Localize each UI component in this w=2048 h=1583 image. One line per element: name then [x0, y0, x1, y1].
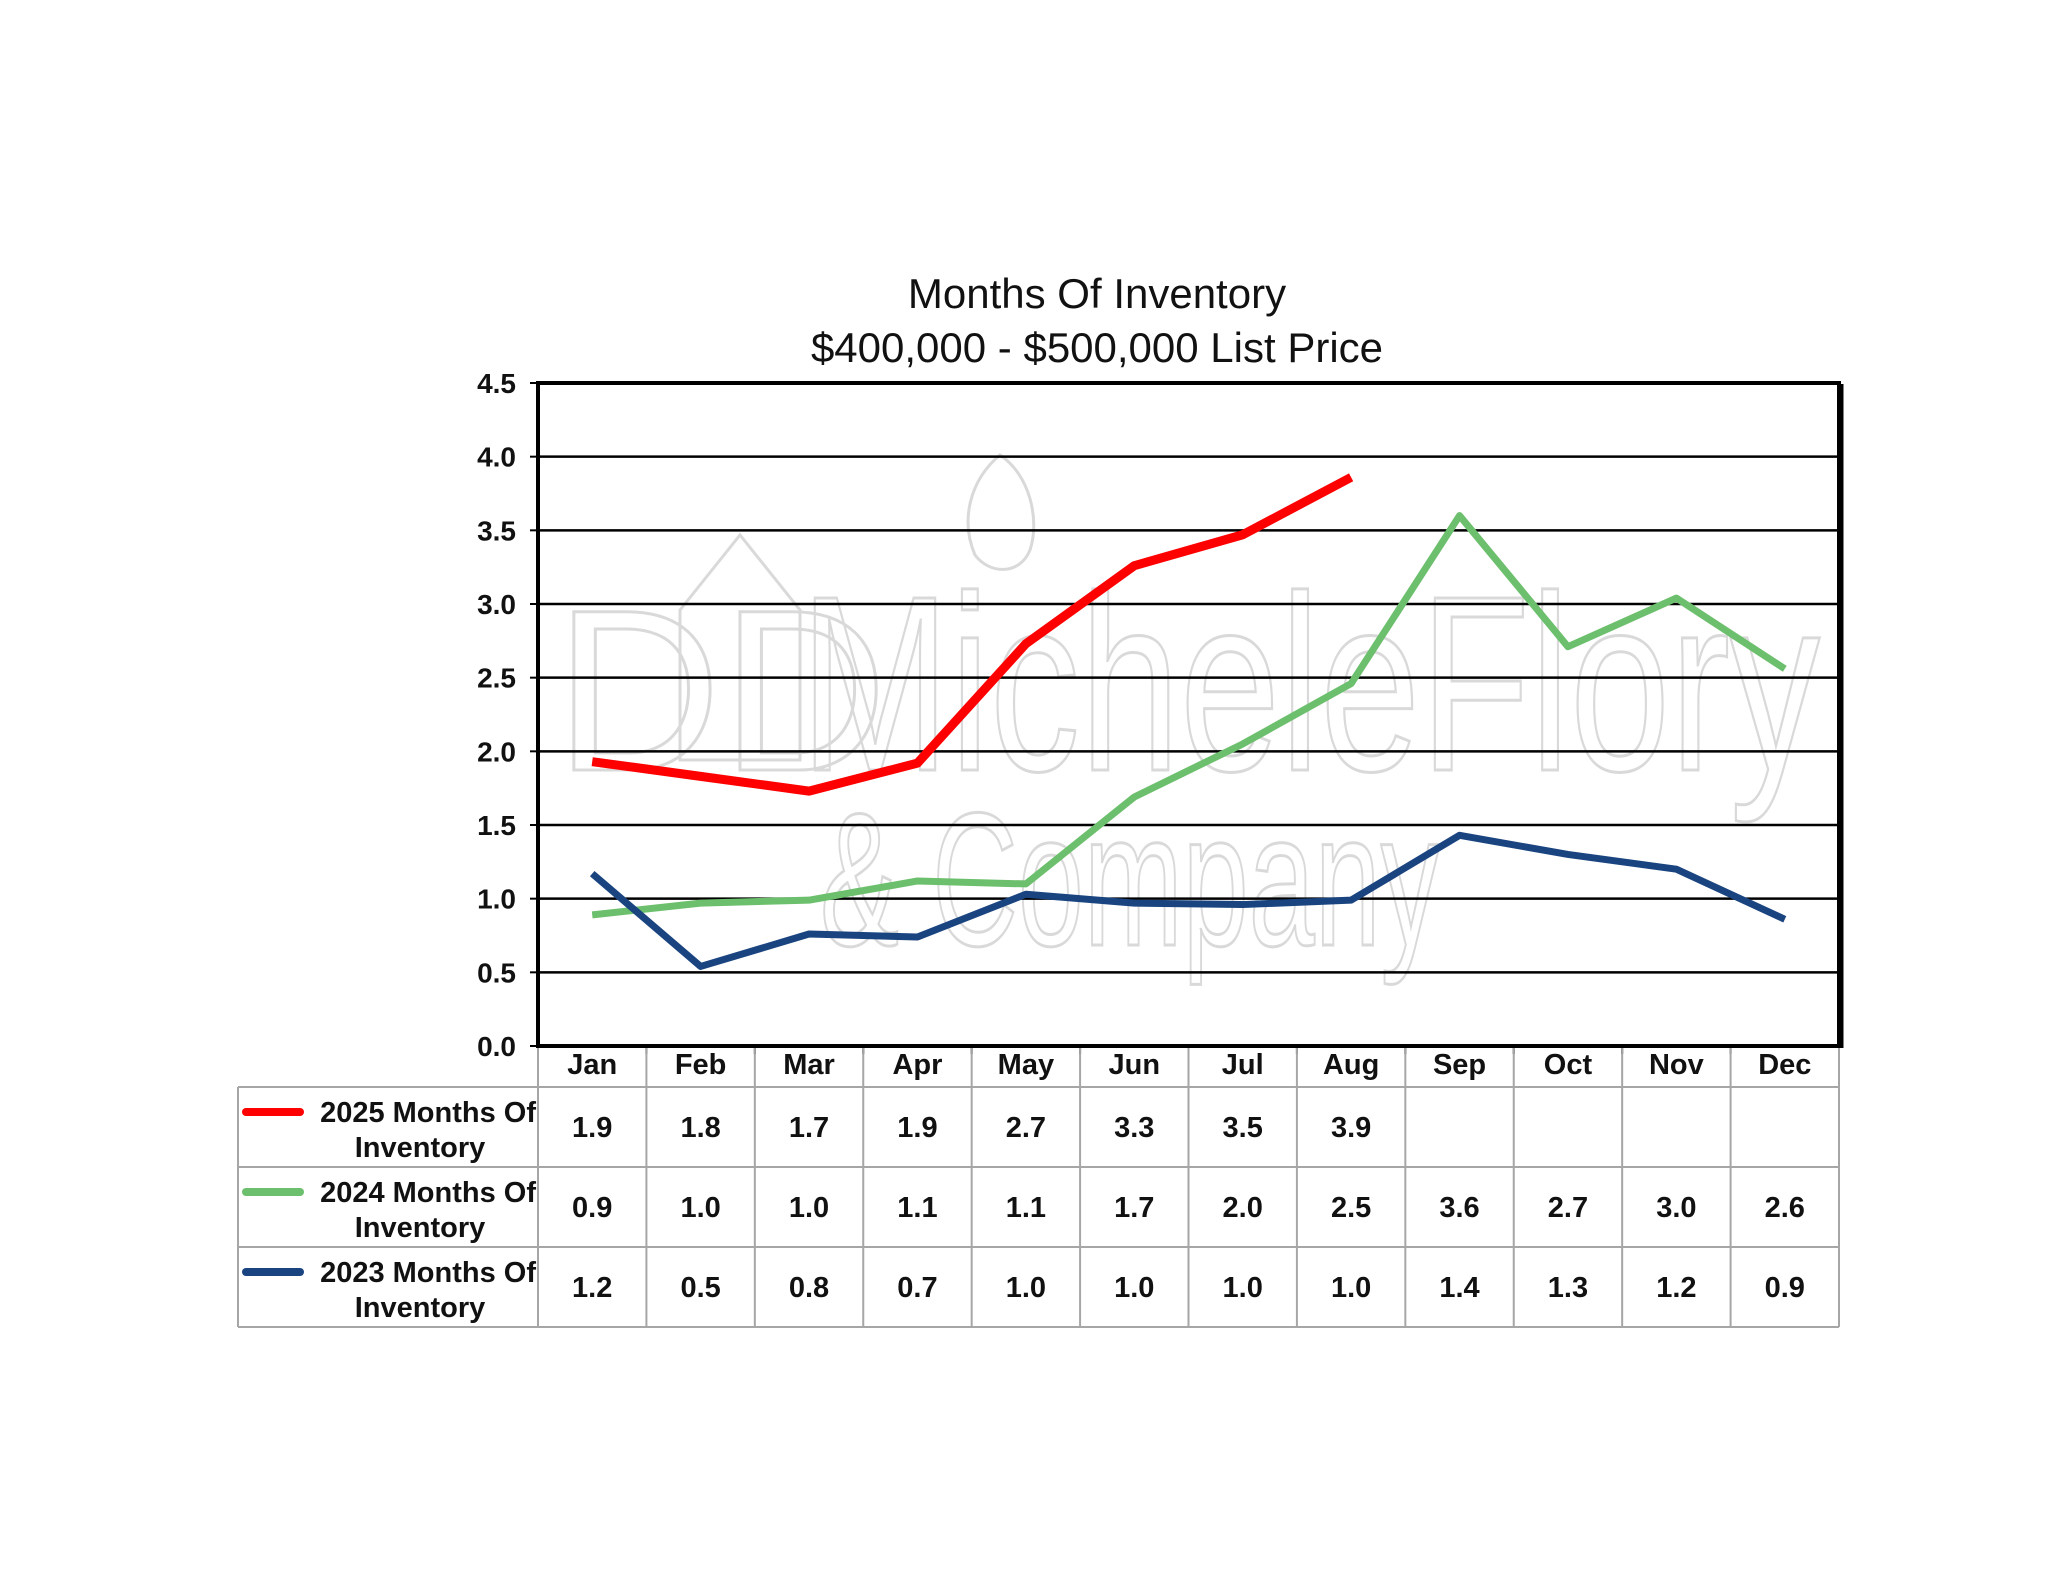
data-label: 1.0: [1331, 1272, 1371, 1304]
data-label: 2.0: [1223, 1192, 1263, 1224]
x-tick-label: Sep: [1433, 1049, 1486, 1081]
x-tick-label: Mar: [783, 1049, 835, 1081]
data-label: 0.8: [789, 1272, 829, 1304]
legend-label: 2025 Months Of: [320, 1097, 536, 1129]
series-line-0: [591, 473, 1354, 796]
series-lines: [589, 473, 1787, 970]
data-label: 1.4: [1439, 1272, 1479, 1304]
data-label: 0.7: [897, 1272, 937, 1304]
watermark-tree-icon: [966, 453, 1036, 571]
data-label: 1.9: [897, 1112, 937, 1144]
data-label: 1.0: [1114, 1272, 1154, 1304]
data-label: 1.2: [1656, 1272, 1696, 1304]
data-label: 3.0: [1656, 1192, 1696, 1224]
y-tick-label: 0.0: [477, 1031, 516, 1062]
y-tick-label: 1.0: [477, 884, 516, 915]
series-line-1: [591, 512, 1787, 919]
x-tick-label: Dec: [1758, 1049, 1811, 1081]
data-label: 3.9: [1331, 1112, 1371, 1144]
data-label: 1.1: [897, 1192, 937, 1224]
data-label: 1.7: [1114, 1192, 1154, 1224]
legend-label: Inventory: [355, 1212, 486, 1244]
data-label: 1.3: [1548, 1272, 1588, 1304]
legend-label: 2023 Months Of: [320, 1257, 536, 1289]
data-label: 1.9: [572, 1112, 612, 1144]
y-tick-label: 3.5: [477, 515, 516, 546]
data-label: 1.0: [789, 1192, 829, 1224]
data-table: Jan Feb Mar Apr May Jun Jul Aug Sep Oct Nov Dec 2025…: [237, 1046, 1840, 1328]
data-label: 2.5: [1331, 1192, 1371, 1224]
legend-label: 2024 Months Of: [320, 1177, 536, 1209]
data-label: 3.3: [1114, 1112, 1154, 1144]
y-tick-label: 4.0: [477, 442, 516, 473]
chart-subtitle: $400,000 - $500,000 List Price: [811, 324, 1383, 371]
x-tick-label: Nov: [1649, 1049, 1704, 1081]
x-tick-label: Oct: [1544, 1049, 1593, 1081]
data-label: 1.1: [1006, 1192, 1046, 1224]
y-tick-label: 2.5: [477, 663, 516, 694]
x-tick-label: Aug: [1323, 1049, 1379, 1081]
y-tick-label: 3.0: [477, 589, 516, 620]
data-label: 2.7: [1548, 1192, 1588, 1224]
data-label: 1.2: [572, 1272, 612, 1304]
y-axis: 0.0 0.5 1.0 1.5 2.0 2.5 3.0 3.5 4.0 4.5: [477, 368, 1840, 1062]
data-label: 0.9: [572, 1192, 612, 1224]
series-line-2: [589, 831, 1787, 970]
data-label: 1.0: [1006, 1272, 1046, 1304]
x-tick-label: May: [998, 1049, 1054, 1081]
data-label: 0.9: [1765, 1272, 1805, 1304]
watermark-name: MicheleFlory: [800, 544, 1820, 823]
legend-label: Inventory: [355, 1292, 486, 1324]
data-label: 1.0: [1223, 1272, 1263, 1304]
data-label: 2.6: [1765, 1192, 1805, 1224]
y-tick-label: 4.5: [477, 368, 516, 399]
plot-frame: [536, 381, 1841, 1048]
gridlines: [538, 455, 1839, 974]
x-tick-label: Jun: [1109, 1049, 1161, 1081]
x-tick-label: Apr: [892, 1049, 942, 1081]
data-label: 3.6: [1439, 1192, 1479, 1224]
y-tick-label: 2.0: [477, 736, 516, 767]
y-tick-label: 1.5: [477, 810, 516, 841]
y-tick-label: 0.5: [477, 957, 516, 988]
data-label: 0.5: [680, 1272, 720, 1304]
data-label: 1.8: [680, 1112, 720, 1144]
x-tick-label: Feb: [675, 1049, 727, 1081]
data-label: 3.5: [1223, 1112, 1263, 1144]
data-label: 1.7: [789, 1112, 829, 1144]
data-label: 2.7: [1006, 1112, 1046, 1144]
legend-label: Inventory: [355, 1132, 486, 1164]
watermark-house-icon: [678, 532, 802, 762]
chart-title: Months Of Inventory: [908, 270, 1286, 317]
x-tick-label: Jan: [567, 1049, 617, 1081]
x-tick-label: Jul: [1222, 1049, 1264, 1081]
data-label: 1.0: [680, 1192, 720, 1224]
